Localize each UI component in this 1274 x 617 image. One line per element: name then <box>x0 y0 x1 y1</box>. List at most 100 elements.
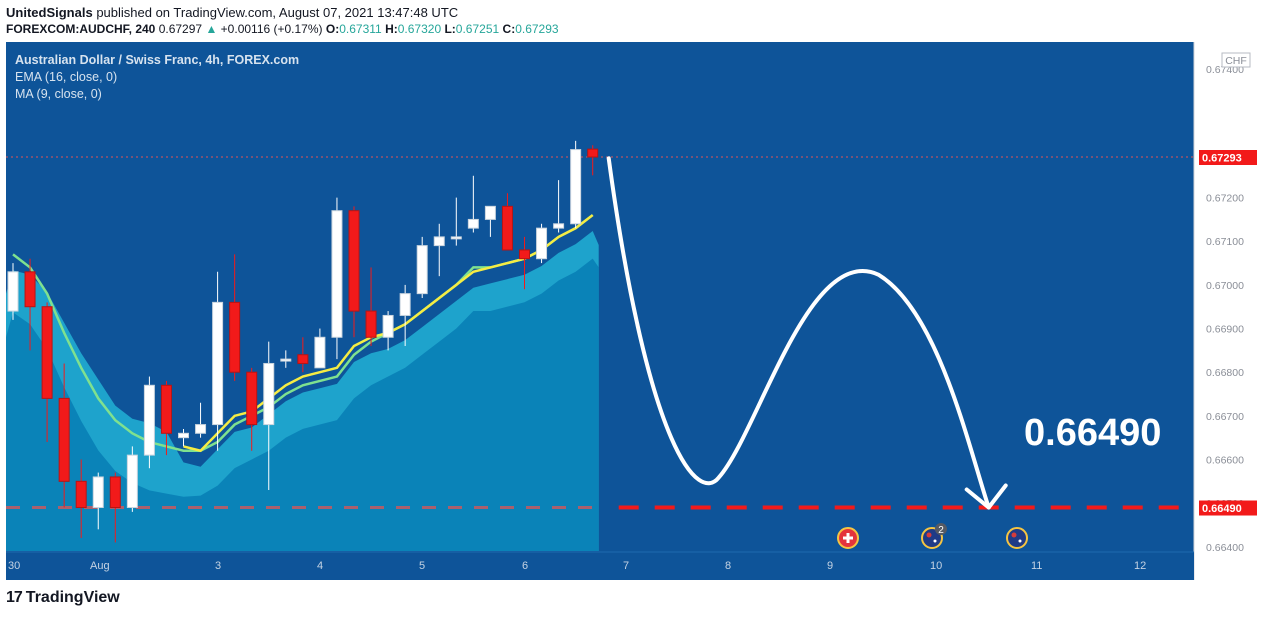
candle-body <box>450 236 462 240</box>
candle-body <box>536 227 548 260</box>
candle-body <box>246 371 258 426</box>
symbol-info: FOREXCOM:AUDCHF, 240 0.67297 ▲ +0.00116 … <box>6 22 559 36</box>
brand-name: TradingView <box>25 589 120 606</box>
currency-badge <box>1221 52 1251 68</box>
time-tick-label: 5 <box>419 560 425 572</box>
tradingview-logo-icon: 17 <box>6 589 23 606</box>
arrow-head-icon <box>964 483 1008 510</box>
candle <box>433 223 445 277</box>
target-annotation: 0.66490 <box>1024 412 1161 454</box>
star-icon <box>933 539 937 543</box>
close-value: 0.67293 <box>515 22 559 36</box>
candles <box>7 140 599 543</box>
candle-body <box>433 236 445 247</box>
candle <box>229 254 241 381</box>
current-price-tag <box>1199 150 1257 165</box>
grid <box>6 156 1194 510</box>
candle <box>382 311 394 351</box>
low-label: L: <box>444 22 456 36</box>
legend: Australian Dollar / Swiss Franc, 4h, FOR… <box>15 53 299 101</box>
candle <box>178 428 189 447</box>
publish-text: published on TradingView.com, August 07,… <box>96 5 459 20</box>
price-tick-label: 0.67200 <box>1206 193 1244 205</box>
legend-ma: MA (9, close, 0) <box>15 87 102 101</box>
candle-body <box>416 245 428 295</box>
candle-body <box>229 301 241 373</box>
candle-body <box>570 149 582 225</box>
candle <box>92 472 104 530</box>
candle <box>331 197 343 360</box>
price-axis-background <box>1194 42 1268 580</box>
candle-body <box>399 293 411 316</box>
candle <box>126 446 138 512</box>
price-tick-label: 0.67000 <box>1206 280 1244 292</box>
candle <box>450 197 462 246</box>
candle-body <box>195 424 207 434</box>
chart-area[interactable]: 0.66490 2 0.67400 0.67200 0.67100 0.67000 0.6… <box>6 42 1268 580</box>
time-axis[interactable]: 30 Aug 3 4 5 6 7 8 9 10 11 12 <box>6 551 1194 580</box>
time-tick-label: 10 <box>930 560 942 572</box>
time-tick-label: 4 <box>317 560 323 572</box>
time-tick-label: 6 <box>522 560 528 572</box>
time-tick-label: 7 <box>623 560 629 572</box>
annotations: 0.66490 2 <box>606 156 1161 549</box>
time-tick-label: 12 <box>1134 560 1146 572</box>
candle-body <box>382 314 394 338</box>
candle <box>109 472 121 543</box>
low-value: 0.67251 <box>455 22 500 36</box>
price-tick-label: 0.67100 <box>1206 236 1244 248</box>
area-fill <box>6 258 599 551</box>
candle <box>553 180 565 233</box>
candle-body <box>24 271 36 308</box>
target-price-tag-label: 0.66490 <box>1202 503 1242 515</box>
candle <box>501 193 513 251</box>
candle <box>160 380 172 456</box>
candle <box>519 236 530 290</box>
price-tick-label: 0.66600 <box>1206 454 1244 466</box>
candle-body <box>365 310 377 338</box>
australia-flag-icon <box>1006 527 1028 549</box>
candle <box>143 376 155 469</box>
candle <box>484 205 496 237</box>
legend-ema: EMA (16, close, 0) <box>15 70 117 84</box>
candle <box>263 341 275 491</box>
candle-body <box>75 480 87 509</box>
cross-icon <box>846 533 850 543</box>
price-tick-label: 0.66800 <box>1206 367 1244 379</box>
target-price-tag <box>1199 500 1257 516</box>
time-tick-label: 30 <box>8 560 20 572</box>
time-axis-background <box>6 552 1194 580</box>
candle-body <box>41 306 53 399</box>
candle-body <box>160 384 172 434</box>
candle <box>536 223 548 264</box>
current-price-tag-label: 0.67293 <box>1202 153 1242 165</box>
union-jack-icon <box>1011 532 1017 538</box>
candle <box>399 284 411 347</box>
tradingview-brand[interactable]: 17 TradingView <box>6 589 120 607</box>
candle <box>58 363 70 508</box>
union-jack-icon <box>926 532 932 538</box>
candle <box>348 206 360 338</box>
candle-body <box>143 384 155 456</box>
symbol-name: FOREXCOM:AUDCHF, 240 <box>6 22 156 36</box>
candle <box>297 337 309 373</box>
candle-body <box>348 210 360 312</box>
event-count-badge <box>935 523 947 535</box>
candle <box>246 367 258 451</box>
currency-label: CHF <box>1225 55 1247 67</box>
candle-body <box>297 354 309 364</box>
candle <box>7 263 19 320</box>
time-tick-label: Aug <box>90 560 110 572</box>
price-tick-label: 0.66900 <box>1206 324 1244 336</box>
candle <box>75 459 87 539</box>
publisher-name[interactable]: UnitedSignals <box>6 5 93 20</box>
candle <box>314 328 326 369</box>
up-arrow-icon: ▲ <box>205 22 218 36</box>
candle <box>570 140 582 229</box>
indicator-fill <box>6 231 599 551</box>
price-axis[interactable]: 0.674000.672000.671000.670000.669000.668… <box>1193 42 1268 580</box>
candle-body <box>484 205 496 220</box>
candle <box>365 267 377 347</box>
time-tick-label: 9 <box>827 560 833 572</box>
